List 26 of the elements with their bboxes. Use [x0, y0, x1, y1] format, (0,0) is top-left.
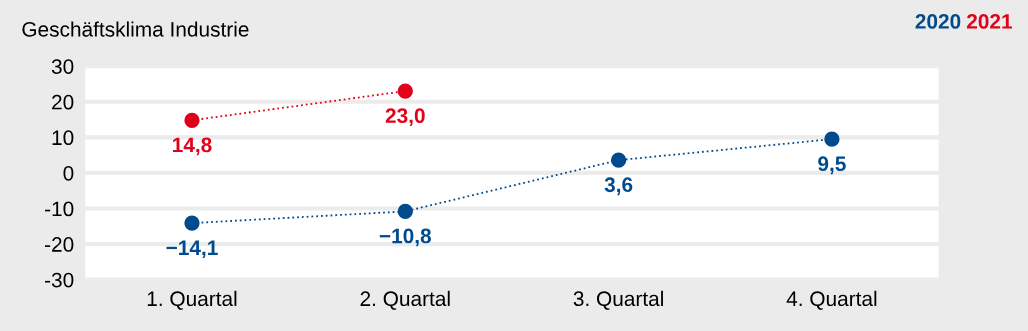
x-tick-label: 2. Quartal: [360, 290, 450, 310]
x-tick-label: 4. Quartal: [786, 290, 877, 310]
point: [610, 152, 627, 168]
y-tick-label: -20: [45, 237, 74, 252]
y-tick-label: 30: [51, 59, 74, 74]
y-tick-label: 0: [63, 165, 74, 181]
y-tick-label: -30: [45, 272, 74, 288]
data-label: 3,6: [604, 177, 633, 196]
data-label: −10,8: [379, 228, 432, 247]
data-label: −14,1: [166, 240, 218, 259]
y-tick-label: 20: [52, 94, 74, 110]
x-tick-label: 3. Quartal: [573, 290, 663, 310]
data-label: 9,5: [818, 156, 846, 175]
text: 2020: [915, 14, 961, 29]
point: [824, 131, 840, 147]
point: [397, 83, 413, 99]
point: [184, 215, 200, 231]
point: [397, 203, 413, 220]
data-label: 14,8: [173, 137, 212, 156]
x-tick-label: 1. Quartal: [147, 290, 237, 310]
y-tick-label: -10: [45, 201, 74, 217]
text: 2021: [966, 14, 1012, 29]
chart-title: Geschäftsklima Industrie: [22, 21, 249, 37]
data-label: 23,0: [385, 108, 425, 127]
point: [184, 112, 200, 128]
y-tick-label: 10: [52, 130, 74, 146]
